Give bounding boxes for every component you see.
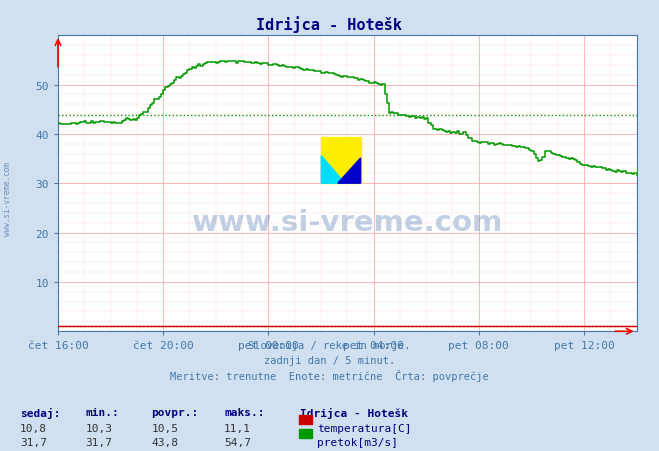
Text: zadnji dan / 5 minut.: zadnji dan / 5 minut. [264,355,395,365]
Text: Slovenija / reke in morje.: Slovenija / reke in morje. [248,341,411,350]
Text: 43,8: 43,8 [152,437,179,446]
Text: 10,8: 10,8 [20,423,47,433]
Polygon shape [338,159,360,184]
Text: 10,5: 10,5 [152,423,179,433]
Polygon shape [321,138,360,184]
Text: pretok[m3/s]: pretok[m3/s] [317,437,398,446]
Text: Idrijca - Hotešk: Idrijca - Hotešk [256,16,403,32]
Text: povpr.:: povpr.: [152,407,199,417]
Text: 54,7: 54,7 [224,437,251,446]
Text: temperatura[C]: temperatura[C] [317,423,411,433]
Polygon shape [321,156,345,184]
Text: Meritve: trenutne  Enote: metrične  Črta: povprečje: Meritve: trenutne Enote: metrične Črta: … [170,369,489,382]
Text: maks.:: maks.: [224,407,264,417]
Text: min.:: min.: [86,407,119,417]
Text: 10,3: 10,3 [86,423,113,433]
Text: www.si-vreme.com: www.si-vreme.com [3,161,13,235]
Text: sedaj:: sedaj: [20,407,60,418]
Text: 11,1: 11,1 [224,423,251,433]
Text: Idrijca - Hotešk: Idrijca - Hotešk [300,407,408,418]
Text: www.si-vreme.com: www.si-vreme.com [192,208,503,236]
Text: 31,7: 31,7 [86,437,113,446]
Text: 31,7: 31,7 [20,437,47,446]
